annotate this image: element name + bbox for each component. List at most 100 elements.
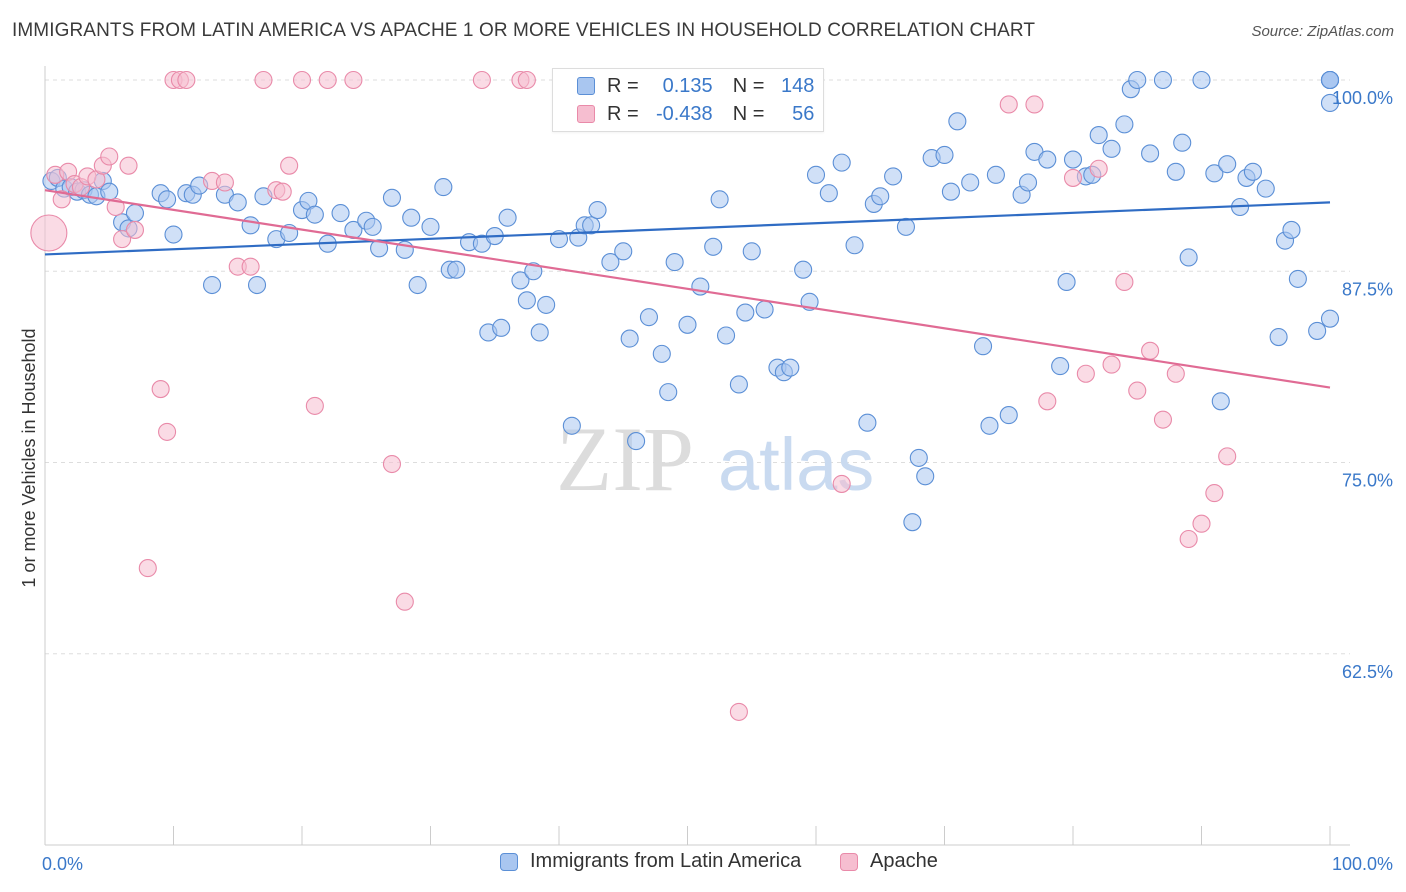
point-immigrants-85 xyxy=(832,153,851,172)
point-immigrants-108 xyxy=(1051,357,1070,376)
stats-r-value: -0.438 xyxy=(655,102,713,125)
point-immigrants-123 xyxy=(1192,70,1211,90)
stats-r-label: R = xyxy=(607,102,639,125)
point-immigrants-77 xyxy=(755,300,774,319)
point-immigrants-110 xyxy=(1063,150,1083,169)
point-apache-49 xyxy=(1141,341,1160,360)
point-apache-12 xyxy=(119,156,138,175)
point-immigrants-34 xyxy=(363,217,382,236)
watermark-atlas: atlas xyxy=(718,423,874,506)
point-immigrants-60 xyxy=(588,201,607,220)
point-immigrants-117 xyxy=(1128,70,1147,90)
point-immigrants-100 xyxy=(973,337,993,356)
point-immigrants-9 xyxy=(100,182,119,201)
stats-r-value: 0.135 xyxy=(662,74,713,97)
point-immigrants-98 xyxy=(948,112,967,131)
point-immigrants-80 xyxy=(781,358,800,377)
point-immigrants-51 xyxy=(517,291,536,310)
point-apache-28 xyxy=(292,70,312,90)
point-immigrants-64 xyxy=(627,432,646,451)
watermark: ZIP atlas xyxy=(556,408,874,510)
point-immigrants-65 xyxy=(639,308,659,327)
stats-row-apache: R = -0.438 N = 56 xyxy=(577,101,814,127)
point-immigrants-87 xyxy=(858,413,877,432)
point-apache-15 xyxy=(151,380,170,399)
point-apache-44 xyxy=(1076,364,1095,383)
point-immigrants-115 xyxy=(1115,115,1134,134)
point-apache-51 xyxy=(1166,364,1185,383)
point-immigrants-22 xyxy=(241,216,260,235)
point-immigrants-68 xyxy=(665,253,684,272)
point-apache-46 xyxy=(1102,355,1121,374)
point-immigrants-29 xyxy=(305,205,324,224)
point-immigrants-39 xyxy=(408,275,427,295)
point-immigrants-31 xyxy=(331,204,350,223)
point-apache-40 xyxy=(999,95,1018,114)
point-immigrants-135 xyxy=(1308,321,1327,340)
point-immigrants-93 xyxy=(909,448,928,467)
point-apache-54 xyxy=(1205,484,1224,503)
point-immigrants-21 xyxy=(228,193,247,212)
point-immigrants-61 xyxy=(601,253,620,272)
point-immigrants-38 xyxy=(402,208,421,227)
chart-title: IMMIGRANTS FROM LATIN AMERICA VS APACHE … xyxy=(12,20,1036,41)
point-apache-11 xyxy=(113,230,132,249)
point-immigrants-53 xyxy=(530,323,549,342)
stats-swatch-blue xyxy=(577,77,595,95)
point-immigrants-134 xyxy=(1288,269,1307,288)
point-apache-31 xyxy=(344,70,363,90)
point-immigrants-67 xyxy=(659,383,678,402)
y-tick-label-3: 62.5% xyxy=(1342,662,1393,682)
point-apache-55 xyxy=(1218,447,1237,466)
legend-label: Immigrants from Latin America xyxy=(530,850,802,872)
point-immigrants-143 xyxy=(1320,70,1340,90)
point-immigrants-122 xyxy=(1179,248,1198,267)
point-immigrants-102 xyxy=(986,165,1005,184)
point-immigrants-97 xyxy=(941,182,960,201)
y-tick-label-2: 75.0% xyxy=(1342,471,1393,491)
point-apache-29 xyxy=(305,396,324,415)
legend-swatch-pink xyxy=(840,852,858,871)
stats-row-immigrants: R = 0.135 N = 148 xyxy=(577,73,814,99)
point-immigrants-62 xyxy=(614,242,633,261)
point-immigrants-101 xyxy=(980,416,999,435)
y-tick-label-0: 100.0% xyxy=(1332,88,1393,108)
point-immigrants-63 xyxy=(620,329,639,348)
point-immigrants-12 xyxy=(125,204,144,223)
point-apache-30 xyxy=(318,70,337,90)
point-immigrants-121 xyxy=(1173,133,1192,152)
grid-lines xyxy=(45,79,1350,655)
legend-label: Apache xyxy=(870,850,938,872)
point-immigrants-84 xyxy=(819,184,838,203)
point-immigrants-69 xyxy=(678,315,697,334)
point-apache-48 xyxy=(1128,381,1147,400)
point-immigrants-72 xyxy=(710,190,729,209)
point-immigrants-50 xyxy=(511,271,530,290)
point-apache-39 xyxy=(832,474,851,493)
point-apache-13 xyxy=(125,220,144,239)
point-immigrants-129 xyxy=(1243,162,1262,181)
trend-line-apache xyxy=(44,189,1331,389)
point-immigrants-59 xyxy=(582,216,601,235)
point-immigrants-23 xyxy=(247,275,267,295)
point-immigrants-120 xyxy=(1166,162,1185,181)
y-tick-label-1: 87.5% xyxy=(1342,279,1393,299)
point-apache-2 xyxy=(52,190,71,209)
point-immigrants-76 xyxy=(742,242,761,261)
point-immigrants-94 xyxy=(916,467,935,486)
point-apache-45 xyxy=(1089,159,1108,178)
point-immigrants-15 xyxy=(164,225,183,244)
point-immigrants-71 xyxy=(704,237,723,256)
point-immigrants-114 xyxy=(1102,139,1121,158)
point-apache-32 xyxy=(382,454,402,474)
point-apache-26 xyxy=(273,182,292,201)
point-immigrants-99 xyxy=(961,173,980,192)
point-immigrants-86 xyxy=(845,236,864,255)
point-apache-16 xyxy=(158,422,177,441)
point-apache-41 xyxy=(1025,95,1044,114)
point-immigrants-14 xyxy=(158,190,177,209)
point-immigrants-54 xyxy=(537,295,556,314)
point-immigrants-66 xyxy=(652,344,671,363)
legend-swatch-blue xyxy=(500,852,518,871)
